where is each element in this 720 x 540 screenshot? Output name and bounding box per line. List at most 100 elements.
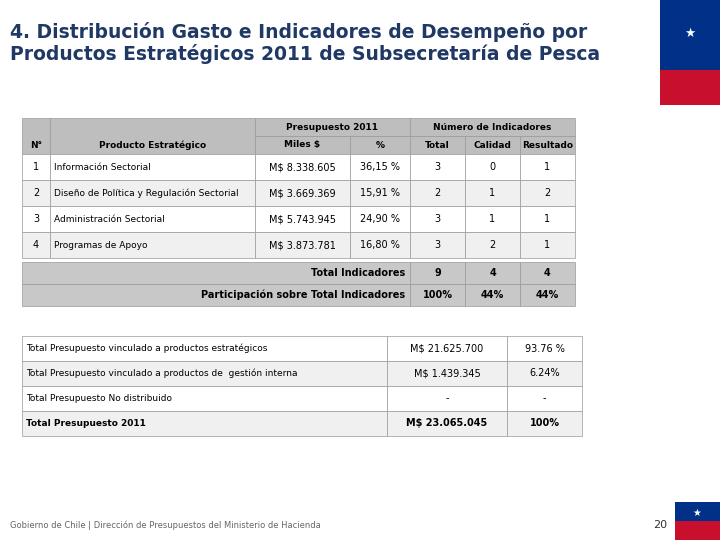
Bar — [22, 206, 50, 232]
Text: ★: ★ — [693, 508, 701, 518]
Bar — [350, 180, 410, 206]
Bar — [520, 154, 575, 180]
Text: Total Presupuesto No distribuido: Total Presupuesto No distribuido — [26, 394, 172, 403]
Text: 3: 3 — [434, 240, 441, 250]
Text: 100%: 100% — [529, 418, 559, 429]
Text: M$ 8.338.605: M$ 8.338.605 — [269, 162, 336, 172]
Bar — [22, 336, 387, 361]
Text: 3: 3 — [434, 162, 441, 172]
Text: 4. Distribución Gasto e Indicadores de Desempeño por: 4. Distribución Gasto e Indicadores de D… — [10, 22, 588, 42]
Bar — [255, 232, 350, 258]
Bar — [255, 180, 350, 206]
Text: 1: 1 — [544, 162, 551, 172]
Bar — [387, 336, 507, 361]
Bar — [465, 180, 520, 206]
Text: 4: 4 — [544, 268, 551, 278]
Text: Total: Total — [425, 140, 450, 150]
Bar — [22, 118, 50, 154]
Bar — [507, 336, 582, 361]
Text: Total Indicadores: Total Indicadores — [311, 268, 405, 278]
Bar — [22, 232, 50, 258]
Text: Participación sobre Total Indicadores: Participación sobre Total Indicadores — [201, 290, 405, 300]
Text: Productos Estratégicos 2011 de Subsecretaría de Pesca: Productos Estratégicos 2011 de Subsecret… — [10, 44, 600, 64]
Text: 93.76 %: 93.76 % — [525, 343, 564, 354]
Bar — [350, 136, 410, 154]
Bar — [22, 154, 50, 180]
Text: Total Presupuesto 2011: Total Presupuesto 2011 — [26, 419, 146, 428]
Text: 1: 1 — [544, 240, 551, 250]
Bar — [465, 136, 520, 154]
Text: Total Presupuesto vinculado a productos de  gestión interna: Total Presupuesto vinculado a productos … — [26, 369, 297, 378]
Bar — [350, 206, 410, 232]
Bar — [410, 262, 465, 284]
Text: Producto Estratégico: Producto Estratégico — [99, 140, 206, 150]
Bar — [22, 180, 50, 206]
Text: 20: 20 — [653, 520, 667, 530]
Bar — [255, 206, 350, 232]
Text: 24,90 %: 24,90 % — [360, 214, 400, 224]
Text: 4: 4 — [33, 240, 39, 250]
Bar — [465, 154, 520, 180]
Bar — [410, 206, 465, 232]
Bar — [520, 232, 575, 258]
Bar — [387, 361, 507, 386]
Text: Número de Indicadores: Número de Indicadores — [433, 123, 552, 132]
Text: 1: 1 — [490, 188, 495, 198]
Text: Diseño de Política y Regulación Sectorial: Diseño de Política y Regulación Sectoria… — [54, 188, 238, 198]
Text: Miles $: Miles $ — [284, 140, 320, 150]
Text: Total Presupuesto vinculado a productos estratégicos: Total Presupuesto vinculado a productos … — [26, 344, 267, 353]
Text: -: - — [543, 394, 546, 403]
Bar — [660, 0, 720, 70]
Bar — [520, 262, 575, 284]
Bar — [350, 232, 410, 258]
Text: 44%: 44% — [536, 290, 559, 300]
Text: %: % — [376, 140, 384, 150]
Text: 44%: 44% — [481, 290, 504, 300]
Bar — [255, 118, 410, 136]
Text: M$ 1.439.345: M$ 1.439.345 — [413, 368, 480, 379]
Bar — [255, 154, 350, 180]
Bar — [465, 262, 520, 284]
Bar — [520, 136, 575, 154]
Bar — [507, 386, 582, 411]
Bar — [50, 232, 255, 258]
Text: Administración Sectorial: Administración Sectorial — [54, 214, 165, 224]
Text: M$ 5.743.945: M$ 5.743.945 — [269, 214, 336, 224]
Text: 0: 0 — [490, 162, 495, 172]
Text: M$ 3.873.781: M$ 3.873.781 — [269, 240, 336, 250]
Bar — [520, 284, 575, 306]
Text: 15,91 %: 15,91 % — [360, 188, 400, 198]
Bar — [465, 284, 520, 306]
Bar — [387, 411, 507, 436]
Bar — [410, 180, 465, 206]
Text: 2: 2 — [544, 188, 551, 198]
Text: 36,15 %: 36,15 % — [360, 162, 400, 172]
Bar — [50, 206, 255, 232]
Bar — [22, 284, 410, 306]
Bar — [50, 180, 255, 206]
Bar — [22, 411, 387, 436]
Bar — [410, 118, 575, 136]
Text: ★: ★ — [685, 26, 696, 39]
Bar — [675, 521, 720, 540]
Bar — [387, 386, 507, 411]
Bar — [410, 232, 465, 258]
Bar — [22, 262, 410, 284]
Bar — [410, 136, 465, 154]
Bar — [50, 118, 255, 154]
Text: Presupuesto 2011: Presupuesto 2011 — [287, 123, 379, 132]
Bar — [22, 361, 387, 386]
Text: 9: 9 — [434, 268, 441, 278]
Text: M$ 21.625.700: M$ 21.625.700 — [410, 343, 484, 354]
Text: 2: 2 — [434, 188, 441, 198]
Text: 3: 3 — [434, 214, 441, 224]
Text: Resultado: Resultado — [522, 140, 573, 150]
Bar — [660, 70, 720, 105]
Text: 1: 1 — [33, 162, 39, 172]
Bar — [50, 154, 255, 180]
Text: 3: 3 — [33, 214, 39, 224]
Text: 4: 4 — [489, 268, 496, 278]
Bar — [22, 386, 387, 411]
Bar — [520, 206, 575, 232]
Text: M$ 23.065.045: M$ 23.065.045 — [406, 418, 487, 429]
